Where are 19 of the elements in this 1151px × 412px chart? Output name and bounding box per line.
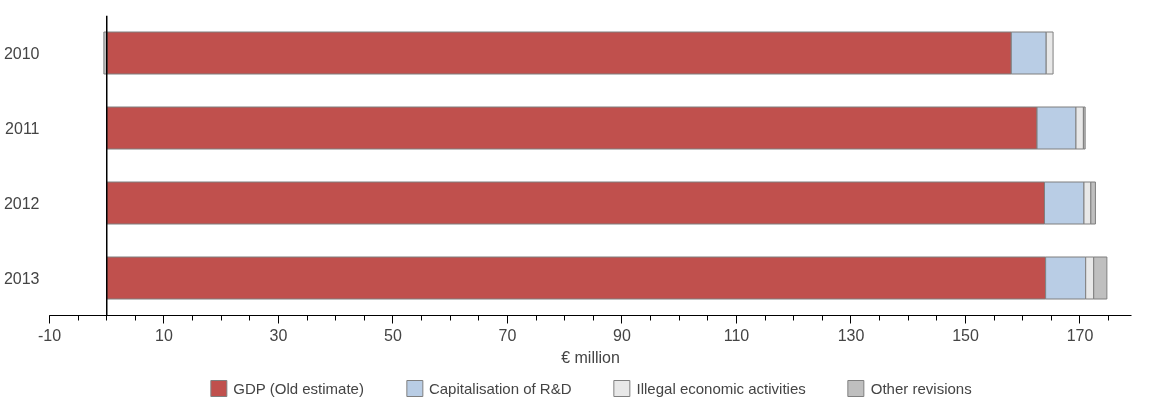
x-tick-label: 130 — [837, 326, 865, 344]
y-tick-label: 2010 — [3, 45, 40, 62]
x-tick-label: 90 — [613, 326, 631, 344]
x-tick-label: -10 — [37, 326, 62, 344]
y-tick-label: 2013 — [3, 270, 40, 287]
y-tick-label: 2011 — [5, 120, 40, 137]
x-tick-label: 150 — [952, 326, 979, 344]
legend-label: Other revisions — [870, 379, 972, 397]
legend-label: GDP (Old estimate) — [233, 379, 364, 397]
x-tick-label: 50 — [384, 326, 402, 344]
x-tick-label: 30 — [269, 326, 288, 344]
x-tick-label: 10 — [155, 326, 173, 344]
x-tick-label: 170 — [1066, 326, 1094, 344]
x-axis-title: € million — [561, 348, 620, 366]
y-tick-label: 2012 — [3, 195, 40, 212]
x-tick-label: 70 — [498, 326, 517, 344]
x-tick-label: 110 — [723, 326, 750, 344]
legend-label: Capitalisation of R&D — [428, 379, 572, 397]
legend-label: Illegal economic activities — [636, 379, 806, 397]
